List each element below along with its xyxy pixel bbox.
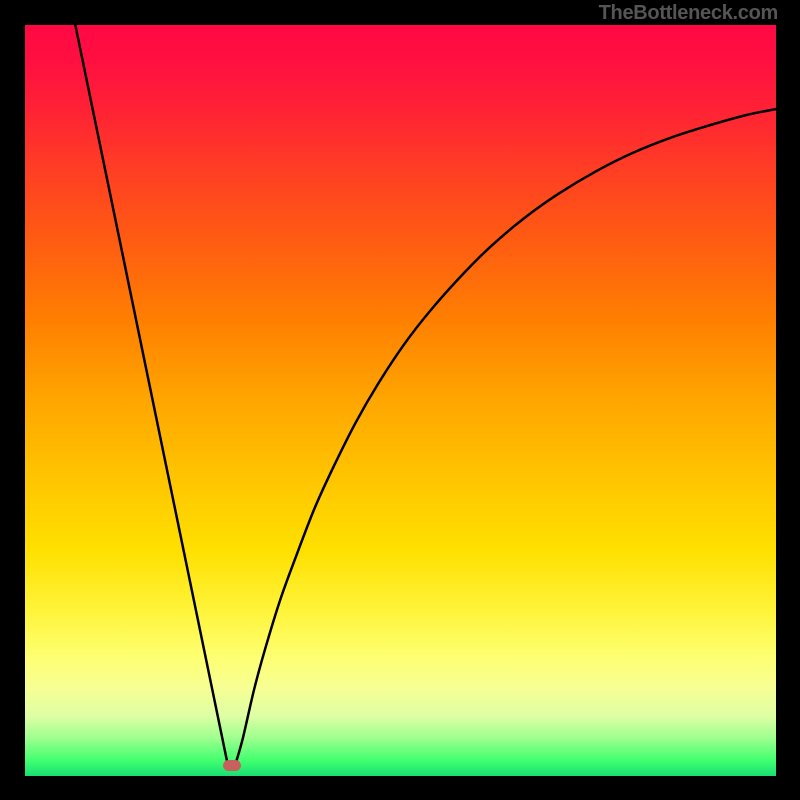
plot-area: [25, 25, 776, 776]
gradient-background: [25, 25, 776, 776]
watermark-label: TheBottleneck.com: [599, 2, 778, 25]
chart-svg: [25, 25, 776, 776]
chart-frame: TheBottleneck.com: [0, 0, 800, 800]
minimum-marker: [223, 760, 241, 771]
